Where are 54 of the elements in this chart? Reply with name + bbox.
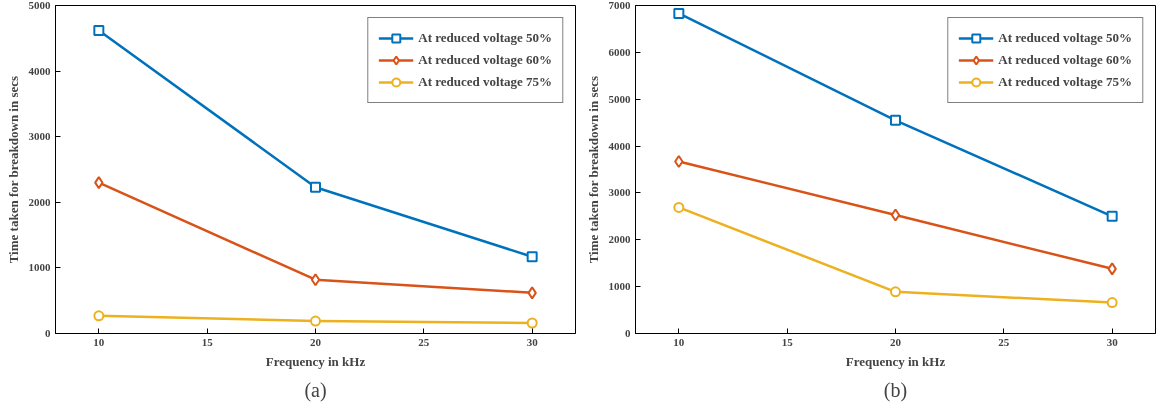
text: (b) <box>883 378 908 402</box>
y-tick-label: 6000 <box>608 45 631 58</box>
point <box>527 286 537 300</box>
legend-label: At reduced voltage 50% <box>418 30 552 46</box>
point <box>673 7 685 19</box>
y-tick-label: 2000 <box>608 233 631 246</box>
text: (a) <box>304 378 327 402</box>
y-tick-label: 3000 <box>28 130 51 143</box>
y-tick-label: 4000 <box>608 139 631 152</box>
y-tick-label: 1000 <box>608 280 631 293</box>
y-tick-label: 4000 <box>28 64 51 77</box>
point <box>310 315 321 327</box>
y-axis-title: Time taken for breakdown in secs <box>585 75 601 264</box>
y-tick-label: 5000 <box>28 0 51 11</box>
point <box>93 310 105 322</box>
y-tick-label: 1000 <box>28 261 51 274</box>
point <box>526 317 538 329</box>
point <box>94 176 104 190</box>
point <box>674 155 684 169</box>
point <box>526 251 538 263</box>
point <box>1107 262 1117 276</box>
legend-label: At reduced voltage 75% <box>418 74 552 90</box>
y-tick-label: 7000 <box>608 0 631 11</box>
point <box>1106 297 1118 309</box>
legend-label: At reduced voltage 60% <box>998 52 1132 68</box>
x-tick-label: 10 <box>673 335 685 348</box>
point <box>310 181 321 193</box>
legend-label: At reduced voltage 50% <box>998 30 1132 46</box>
point <box>890 208 901 222</box>
x-tick-label: 20 <box>310 335 322 348</box>
point <box>890 114 901 126</box>
x-tick-label: 25 <box>998 335 1010 348</box>
point <box>1106 210 1118 222</box>
y-tick-label: 0 <box>45 327 51 339</box>
x-tick-label: 20 <box>890 335 902 348</box>
x-tick-label: 15 <box>201 335 214 348</box>
x-tick-label: 15 <box>781 335 794 348</box>
point <box>890 286 901 298</box>
y-tick-label: 0 <box>625 327 631 339</box>
y-tick-label: 3000 <box>608 186 631 199</box>
point <box>673 201 685 213</box>
x-axis-title: Frequency in kHz <box>845 353 946 369</box>
x-tick-label: 30 <box>526 335 539 348</box>
x-tick-label: 10 <box>93 335 105 348</box>
legend-label: At reduced voltage 75% <box>998 74 1132 90</box>
x-axis-title: Frequency in kHz <box>265 353 366 369</box>
legend-label: At reduced voltage 60% <box>418 52 552 68</box>
y-tick-label: 2000 <box>28 195 51 208</box>
x-tick-label: 30 <box>1106 335 1119 348</box>
point <box>93 24 105 36</box>
y-axis-title: Time taken for breakdown in secs <box>5 75 21 264</box>
x-tick-label: 25 <box>418 335 430 348</box>
point <box>310 273 321 287</box>
y-tick-label: 5000 <box>608 92 631 105</box>
